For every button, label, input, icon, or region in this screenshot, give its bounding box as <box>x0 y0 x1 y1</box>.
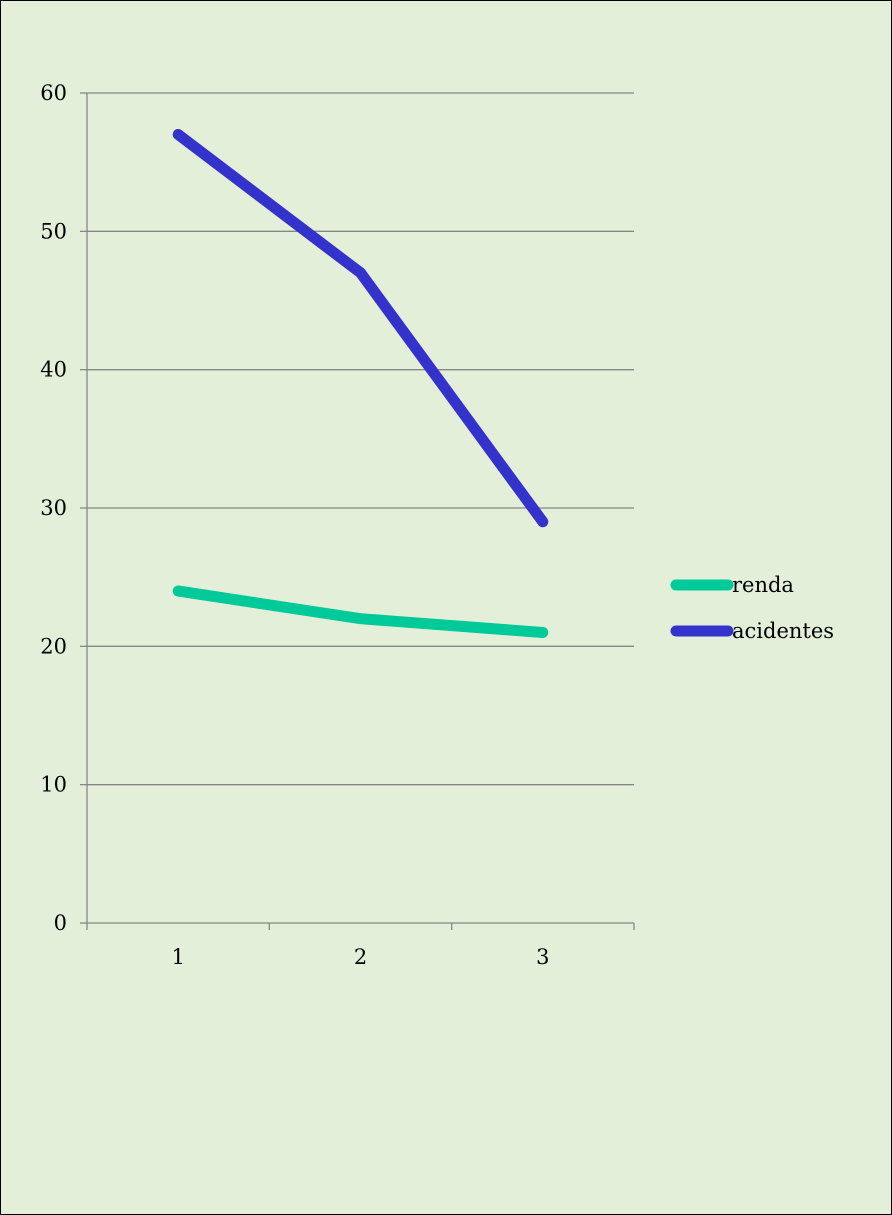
series-line-renda <box>172 585 549 638</box>
y-tick-label: 50 <box>40 219 67 243</box>
y-tick-label: 30 <box>40 496 67 520</box>
series-lines <box>172 129 549 638</box>
legend: renda acidentes <box>670 573 834 643</box>
x-tick-label: 2 <box>354 945 367 969</box>
y-tick-label: 60 <box>40 81 67 105</box>
x-tick-label: 1 <box>171 945 184 969</box>
x-tick-label: 3 <box>536 945 549 969</box>
legend-label-renda: renda <box>732 573 794 597</box>
series-line-acidentes <box>172 129 549 528</box>
y-tick-label: 20 <box>40 634 67 658</box>
gridlines <box>87 92 634 786</box>
y-tick-label: 10 <box>40 773 67 797</box>
legend-label-acidentes: acidentes <box>732 619 834 643</box>
y-tick-label: 0 <box>54 911 67 935</box>
y-tick-label: 40 <box>40 358 67 382</box>
axes: 0 10 20 30 40 50 60 1 2 3 <box>40 81 635 969</box>
